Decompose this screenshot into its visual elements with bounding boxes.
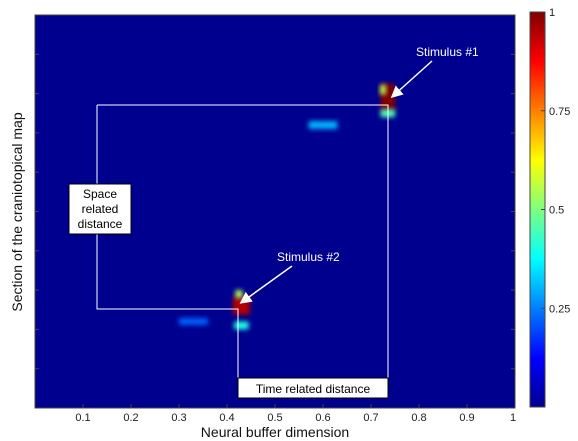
heatmap-blob-4 <box>233 296 250 315</box>
space-distance-box: Space related distance <box>68 183 132 235</box>
y-axis-ticks <box>35 53 515 370</box>
stimulus-2-label: Stimulus #2 <box>277 250 340 264</box>
x-tick-label: 0.9 <box>459 412 474 424</box>
x-axis-ticks: 0.1 0.2 0.3 0.4 0.5 0.6 0.7 0.8 0.9 1 <box>75 404 516 424</box>
x-tick-label: 0.5 <box>267 412 282 424</box>
space-distance-line-2: related <box>82 202 119 216</box>
time-distance-box: Time related distance <box>237 377 389 399</box>
x-tick-label: 0.1 <box>75 412 90 424</box>
x-tick-label: 0.2 <box>123 412 138 424</box>
x-tick-label: 1 <box>510 412 516 424</box>
colorbar-ticks: 1 0.75 0.5 0.25 <box>541 7 570 315</box>
heatmap-blob-5 <box>235 290 243 298</box>
heatmap-blob-7 <box>179 318 208 326</box>
space-distance-line-1: Space <box>83 187 117 201</box>
x-axis-label: Neural buffer dimension <box>201 424 349 440</box>
colorbar-tick-label: 0.25 <box>549 303 570 315</box>
x-tick-label: 0.7 <box>363 412 378 424</box>
x-tick-label: 0.4 <box>219 412 234 424</box>
colorbar-tick-label: 1 <box>549 7 555 19</box>
x-tick-label: 0.3 <box>171 412 186 424</box>
heatmap-blob-1 <box>380 84 386 95</box>
stimulus-1-label: Stimulus #1 <box>416 45 479 59</box>
time-distance-label: Time related distance <box>256 382 371 396</box>
colorbar-tick-label: 0.75 <box>549 106 570 118</box>
heatmap-blob-6 <box>234 321 249 330</box>
space-distance-line-3: distance <box>78 217 123 231</box>
y-axis-label: Section of the craniotopical map <box>9 112 25 311</box>
heatmap-blob-3 <box>308 121 338 129</box>
colorbar-tick-label: 0.5 <box>549 205 564 217</box>
stimulus-1-arrow <box>390 60 433 99</box>
x-tick-label: 0.8 <box>411 412 426 424</box>
x-tick-label: 0.6 <box>315 412 330 424</box>
stimulus-2-arrow <box>239 265 293 304</box>
